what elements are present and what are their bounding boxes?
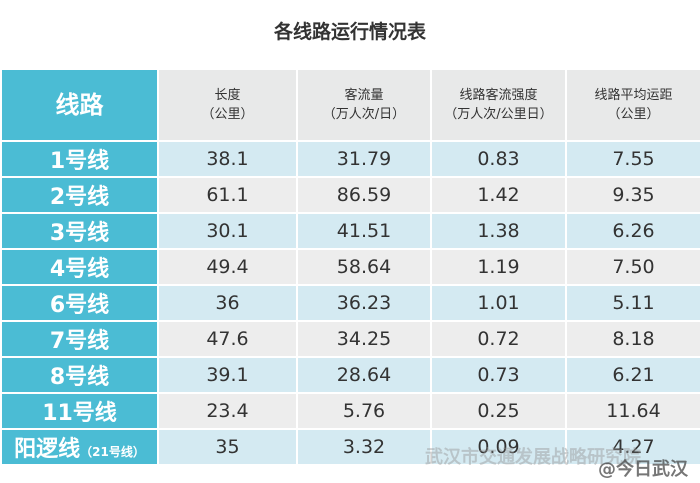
value-cell: 5.11 [565,284,700,322]
value-cell: 41.51 [296,212,432,250]
value-cell: 8.18 [565,320,700,358]
line-cell: 8号线 [0,356,159,394]
header-label: 线路 [55,90,104,119]
value-cell: 34.25 [296,320,432,358]
header-label: 线路平均运距 [594,88,673,103]
value-cell: 0.25 [430,392,567,430]
row: 7号线 47.6 34.25 0.72 8.18 [0,320,700,358]
value-cell: 36 [157,284,298,322]
line-note: （21号线） [80,445,145,459]
value-cell: 39.1 [157,356,298,394]
value-cell: 0.73 [430,356,567,394]
header-cell: 线路 [0,68,159,142]
header-cell: 客流量 （万人次/日） [296,68,432,142]
header-unit: （万人次/公里日） [444,107,553,122]
line-cell: 6号线 [0,284,159,322]
line-name: 7号线 [49,329,110,354]
value-cell: 7.50 [565,248,700,286]
value-cell: 30.1 [157,212,298,250]
value-cell: 61.1 [157,176,298,214]
row: 11号线 23.4 5.76 0.25 11.64 [0,392,700,430]
header-cell: 线路客流强度 （万人次/公里日） [430,68,567,142]
value-cell: 49.4 [157,248,298,286]
value-cell: 86.59 [296,176,432,214]
value-cell: 5.76 [296,392,432,430]
value-cell: 23.4 [157,392,298,430]
value-cell: 0.83 [430,140,567,178]
value-cell: 6.21 [565,356,700,394]
header-label: 线路客流强度 [459,88,538,103]
header-cell: 线路平均运距 （公里） [565,68,700,142]
line-name: 1号线 [49,149,110,174]
value-cell: 11.64 [565,392,700,430]
line-name: 8号线 [49,365,110,390]
line-name: 11号线 [42,401,117,426]
line-name: 4号线 [49,257,110,282]
header-row: 线路 长度 （公里） 客流量 （万人次/日） 线路客流强度 （万人次/公里日） 线路平均运距 （… [0,68,700,142]
value-cell: 31.79 [296,140,432,178]
value-cell: 1.42 [430,176,567,214]
line-name: 2号线 [49,185,110,210]
value-cell: 6.26 [565,212,700,250]
value-cell: 1.01 [430,284,567,322]
value-cell: 7.55 [565,140,700,178]
row: 3号线 30.1 41.51 1.38 6.26 [0,212,700,250]
line-cell: 1号线 [0,140,159,178]
value-cell: 0.72 [430,320,567,358]
header-label: 长度 [214,88,241,103]
line-cell: 阳逻线（21号线） [0,428,159,466]
watermark: 武汉市交通发展战略研究院 [425,447,641,468]
value-cell: 1.19 [430,248,567,286]
header-label: 客流量 [344,88,384,103]
line-cell: 11号线 [0,392,159,430]
value-cell: 38.1 [157,140,298,178]
row: 阳逻线（21号线） 35 3.32 0.09 4.27 [0,428,700,466]
value-cell: 3.32 [296,428,432,466]
line-cell: 4号线 [0,248,159,286]
header-unit: （公里） [201,107,254,122]
value-cell: 47.6 [157,320,298,358]
header-unit: （万人次/日） [322,107,406,122]
header-unit: （公里） [607,107,660,122]
row: 4号线 49.4 58.64 1.19 7.50 [0,248,700,286]
row: 2号线 61.1 86.59 1.42 9.35 [0,176,700,214]
line-name: 3号线 [49,221,110,246]
value-cell: 9.35 [565,176,700,214]
value-cell: 36.23 [296,284,432,322]
line-name: 6号线 [49,293,110,318]
table: 线路 长度 （公里） 客流量 （万人次/日） 线路客流强度 （万人次/公里日） 线路平均运距 （… [0,68,700,466]
value-cell: 4.27 [565,428,700,466]
value-cell: 0.09 [430,428,567,466]
value-cell: 35 [157,428,298,466]
value-cell: 1.38 [430,212,567,250]
line-cell: 7号线 [0,320,159,358]
value-cell: 28.64 [296,356,432,394]
title: 各线路运行情况表 [273,21,426,43]
line-name: 阳逻线 [14,437,81,462]
line-cell: 3号线 [0,212,159,250]
header-cell: 长度 （公里） [157,68,298,142]
value-cell: 58.64 [296,248,432,286]
watermark: @今日武汉 [598,459,688,480]
row: 1号线 38.1 31.79 0.83 7.55 [0,140,700,178]
row: 6号线 36 36.23 1.01 5.11 [0,284,700,322]
row: 8号线 39.1 28.64 0.73 6.21 [0,356,700,394]
line-cell: 2号线 [0,176,159,214]
